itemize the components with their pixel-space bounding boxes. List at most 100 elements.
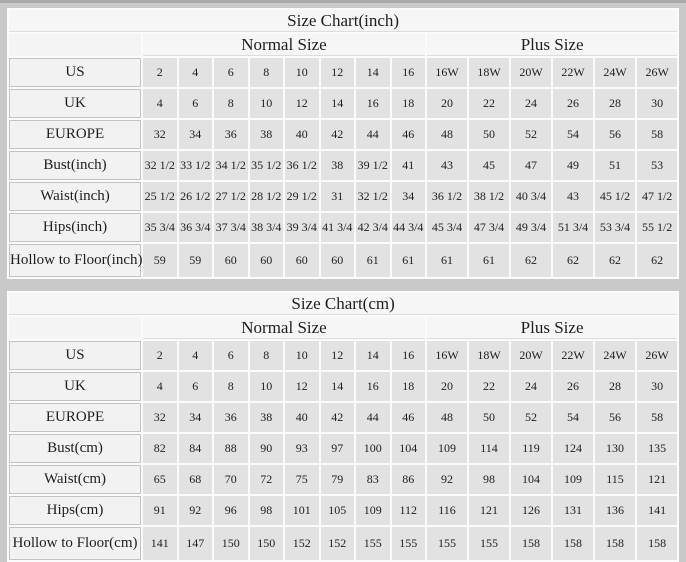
size-cell: 115 [595, 465, 635, 494]
size-cell: 42 [320, 120, 354, 149]
size-cell: 68 [178, 465, 212, 494]
size-cell: 158 [553, 527, 593, 560]
size-cell: 22W [553, 58, 593, 87]
size-cell: 155 [356, 527, 390, 560]
size-cell: 34 [391, 182, 425, 211]
size-cell: 14 [320, 89, 354, 118]
size-cell: 104 [511, 465, 551, 494]
table-title: Size Chart(cm) [9, 293, 678, 315]
size-group-header-row: Normal Size Plus Size [9, 317, 678, 339]
size-cell: 53 3/4 [595, 213, 635, 242]
size-cell: 20W [511, 58, 551, 87]
corner-cell [9, 317, 141, 339]
size-cell: 40 3/4 [511, 182, 551, 211]
size-cell: 126 [511, 496, 551, 525]
size-cell: 14 [356, 341, 390, 370]
size-cell: 109 [427, 434, 467, 463]
size-cell: 59 [178, 244, 212, 277]
size-cell: 100 [356, 434, 390, 463]
size-cell: 52 [511, 120, 551, 149]
size-chart-inch-table: Size Chart(inch) Normal Size Plus Size U… [7, 8, 680, 279]
size-cell: 47 [511, 151, 551, 180]
size-cell: 20W [511, 341, 551, 370]
size-cell: 34 [178, 403, 212, 432]
size-cell: 30 [637, 372, 678, 401]
size-cell: 18 [391, 89, 425, 118]
size-cell: 4 [178, 58, 212, 87]
size-cell: 6 [214, 341, 248, 370]
size-cell: 60 [285, 244, 319, 277]
size-cell: 30 [637, 89, 678, 118]
size-cell: 22W [553, 341, 593, 370]
page-top-edge [0, 0, 686, 3]
corner-cell [9, 34, 141, 56]
table-row: US 2 4 6 8 10 12 14 16 16W 18W 20W 22W 24W 26W [9, 58, 678, 87]
plus-size-header: Plus Size [427, 317, 678, 339]
size-cell: 82 [143, 434, 177, 463]
size-cell: 70 [214, 465, 248, 494]
size-cell: 104 [391, 434, 425, 463]
table-row: Hips(cm) 91 92 96 98 101 105 109 112 116 121 126 131… [9, 496, 678, 525]
size-cell: 90 [249, 434, 283, 463]
size-cell: 16 [356, 372, 390, 401]
size-cell: 26 [553, 89, 593, 118]
size-cell: 84 [178, 434, 212, 463]
size-cell: 96 [214, 496, 248, 525]
table-row: EUROPE 32 34 36 38 40 42 44 46 48 50 52 54 56 58 [9, 403, 678, 432]
size-cell: 27 1/2 [214, 182, 248, 211]
size-cell: 59 [143, 244, 177, 277]
size-cell: 16 [356, 89, 390, 118]
size-cell: 155 [469, 527, 509, 560]
size-cell: 40 [285, 403, 319, 432]
table-title: Size Chart(inch) [9, 10, 678, 32]
size-cell: 38 [320, 151, 354, 180]
size-cell: 8 [249, 341, 283, 370]
size-cell: 39 1/2 [356, 151, 390, 180]
size-cell: 45 1/2 [595, 182, 635, 211]
size-cell: 4 [143, 372, 177, 401]
size-cell: 119 [511, 434, 551, 463]
size-cell: 93 [285, 434, 319, 463]
table-row: Hips(inch) 35 3/4 36 3/4 37 3/4 38 3/4 39 3/4… [9, 213, 678, 242]
size-cell: 12 [285, 372, 319, 401]
size-cell: 62 [637, 244, 678, 277]
size-cell: 131 [553, 496, 593, 525]
size-cell: 116 [427, 496, 467, 525]
size-cell: 36 1/2 [427, 182, 467, 211]
table-row: Waist(inch) 25 1/2 26 1/2 27 1/2 28 1/2 29 1/… [9, 182, 678, 211]
row-label: US [9, 341, 141, 370]
size-cell: 61 [469, 244, 509, 277]
size-cell: 155 [391, 527, 425, 560]
size-cell: 58 [637, 120, 678, 149]
size-cell: 101 [285, 496, 319, 525]
size-cell: 60 [320, 244, 354, 277]
size-cell: 38 [249, 120, 283, 149]
size-cell: 14 [356, 58, 390, 87]
size-cell: 75 [285, 465, 319, 494]
size-cell: 2 [143, 58, 177, 87]
size-cell: 10 [285, 58, 319, 87]
size-cell: 130 [595, 434, 635, 463]
size-cell: 62 [553, 244, 593, 277]
size-cell: 28 [595, 89, 635, 118]
size-cell: 114 [469, 434, 509, 463]
size-cell: 45 3/4 [427, 213, 467, 242]
table-row: Bust(cm) 82 84 88 90 93 97 100 104 109 114 119 124 13… [9, 434, 678, 463]
size-cell: 98 [469, 465, 509, 494]
size-chart-cm-table: Size Chart(cm) Normal Size Plus Size US 2… [7, 291, 680, 562]
size-cell: 54 [553, 403, 593, 432]
size-cell: 136 [595, 496, 635, 525]
size-cell: 53 [637, 151, 678, 180]
size-cell: 16W [427, 341, 467, 370]
size-cell: 91 [143, 496, 177, 525]
size-cell: 50 [469, 120, 509, 149]
size-cell: 47 1/2 [637, 182, 678, 211]
size-cell: 8 [214, 89, 248, 118]
size-cell: 65 [143, 465, 177, 494]
size-cell: 6 [214, 58, 248, 87]
row-label: Hips(cm) [9, 496, 141, 525]
size-cell: 32 [143, 403, 177, 432]
size-cell: 18W [469, 58, 509, 87]
row-label: Hollow to Floor(cm) [9, 527, 141, 560]
